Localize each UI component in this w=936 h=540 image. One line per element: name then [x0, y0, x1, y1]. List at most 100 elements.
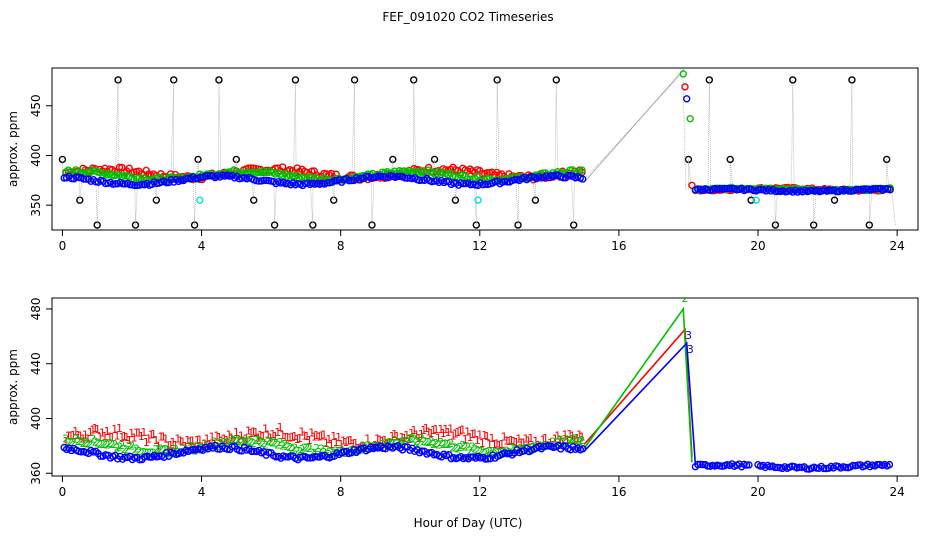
- series-2-point: [323, 179, 331, 187]
- series-1-point: 2: [442, 438, 449, 451]
- series-1-point: 2: [474, 444, 481, 457]
- series-0-point: 1: [389, 430, 396, 443]
- top-x-tick-label: 20: [750, 239, 765, 253]
- series-1-point: 2: [457, 441, 464, 454]
- peak-label: 3: [687, 343, 694, 356]
- series-line-2: [583, 341, 697, 466]
- spike-point: [309, 221, 317, 229]
- series-1-point: 2: [574, 436, 581, 449]
- top-y-tick-label: 400: [29, 144, 43, 167]
- series-1-point: 2: [247, 436, 254, 449]
- top-y-tick-label: 450: [29, 94, 43, 117]
- series-2-point: [96, 452, 105, 460]
- series-0-point: 1: [401, 432, 408, 445]
- bottom-y-tick-label: 440: [29, 352, 43, 375]
- top-plot-frame: [51, 67, 919, 231]
- series-0-point: 1: [208, 431, 215, 444]
- series-0-point: 1: [486, 438, 493, 451]
- series-0-point: 1: [240, 434, 247, 447]
- series-1-point: 2: [301, 441, 308, 454]
- series-0-point: 1: [406, 433, 413, 446]
- top-x-tick-label: 0: [59, 239, 67, 253]
- series-1-point: 2: [182, 442, 189, 455]
- series-0-point: 1: [552, 433, 559, 446]
- series-2-point: [881, 185, 890, 193]
- spike-point: [809, 221, 818, 229]
- series-0-point: 1: [238, 430, 245, 443]
- series-2-point: [418, 176, 426, 184]
- spike-point: [552, 76, 560, 84]
- series-2-point: [111, 180, 119, 188]
- series-1-point: 2: [240, 435, 247, 448]
- series-2-point: [795, 463, 804, 472]
- series-1-point: 2: [403, 435, 410, 448]
- series-1-point: 2: [89, 433, 96, 446]
- series-2-point: [131, 181, 139, 190]
- series-0-point: 1: [376, 433, 383, 446]
- series-1-point: 2: [476, 445, 483, 458]
- series-1-point: 2: [318, 443, 325, 456]
- series-0-point: 1: [72, 425, 79, 438]
- series-0-point: 1: [128, 427, 135, 440]
- series-0-point: 1: [501, 430, 508, 443]
- series-0-point: 1: [316, 430, 323, 443]
- series-0-point: 1: [243, 432, 250, 445]
- series-2-point: [467, 453, 475, 461]
- spike-point: [430, 155, 439, 164]
- series-1-point: 2: [152, 443, 159, 456]
- series-1-point: 2: [255, 434, 262, 447]
- series-0-point: 1: [561, 428, 568, 441]
- series-0-point: 1: [162, 432, 169, 445]
- series-1-point: 2: [440, 438, 447, 451]
- series-1-point: 2: [291, 442, 298, 455]
- series-0-point: 1: [267, 431, 274, 444]
- spike-point: [451, 196, 460, 204]
- series-0-point: 1: [118, 431, 125, 444]
- spike-point: [330, 196, 338, 204]
- series-1-point: 2: [486, 445, 493, 458]
- series-0-point: 1: [374, 433, 381, 446]
- series-0-point: 1: [250, 425, 257, 438]
- series-0-point: 1: [84, 433, 91, 446]
- cyan-point: [752, 196, 760, 204]
- series-1-point: 2: [493, 446, 500, 459]
- series-1-point: 2: [479, 445, 486, 458]
- series-2-point: [79, 175, 88, 183]
- series-0-point: 1: [148, 428, 155, 441]
- top-x-tick-label: 16: [611, 239, 626, 253]
- series-2-point: [725, 184, 734, 193]
- series-0-point: 1: [459, 423, 466, 436]
- series-1-point: 2: [128, 440, 135, 453]
- bottom-y-tick-label: 360: [29, 462, 43, 485]
- series-0-point: 1: [484, 430, 491, 443]
- series-0-point: [681, 83, 689, 91]
- series-1-point: 2: [333, 444, 340, 457]
- series-0-point: 1: [340, 434, 347, 447]
- bottom-x-tick-label: 4: [198, 485, 206, 499]
- series-0-point: 1: [403, 429, 410, 442]
- series-0-point: 1: [296, 432, 303, 445]
- series-0-point: [115, 163, 124, 172]
- x-axis-label: Hour of Day (UTC): [414, 516, 523, 530]
- series-1-point: 2: [126, 440, 133, 453]
- series-1-point: 2: [133, 443, 140, 456]
- series-0-point: 1: [269, 428, 276, 441]
- series-1-point: 2: [308, 446, 315, 459]
- series-2-point: [862, 185, 870, 193]
- series-0-point: 1: [294, 433, 301, 446]
- series-2-point: [745, 461, 753, 469]
- series-0-point: 1: [557, 434, 564, 447]
- spike-point: [170, 76, 178, 84]
- series-0-point: 1: [291, 430, 298, 443]
- series-0-point: 1: [204, 433, 211, 446]
- series-0-point: 1: [394, 430, 401, 443]
- series-0-point: 1: [75, 429, 82, 442]
- series-0-point: 1: [308, 426, 315, 439]
- series-0-point: 1: [133, 426, 140, 439]
- series-1-point: 2: [450, 441, 457, 454]
- series-1-point: 2: [114, 441, 121, 454]
- series-0-point: 1: [520, 437, 527, 450]
- series-1-point: 2: [579, 434, 586, 447]
- series-0-point: 1: [452, 427, 459, 440]
